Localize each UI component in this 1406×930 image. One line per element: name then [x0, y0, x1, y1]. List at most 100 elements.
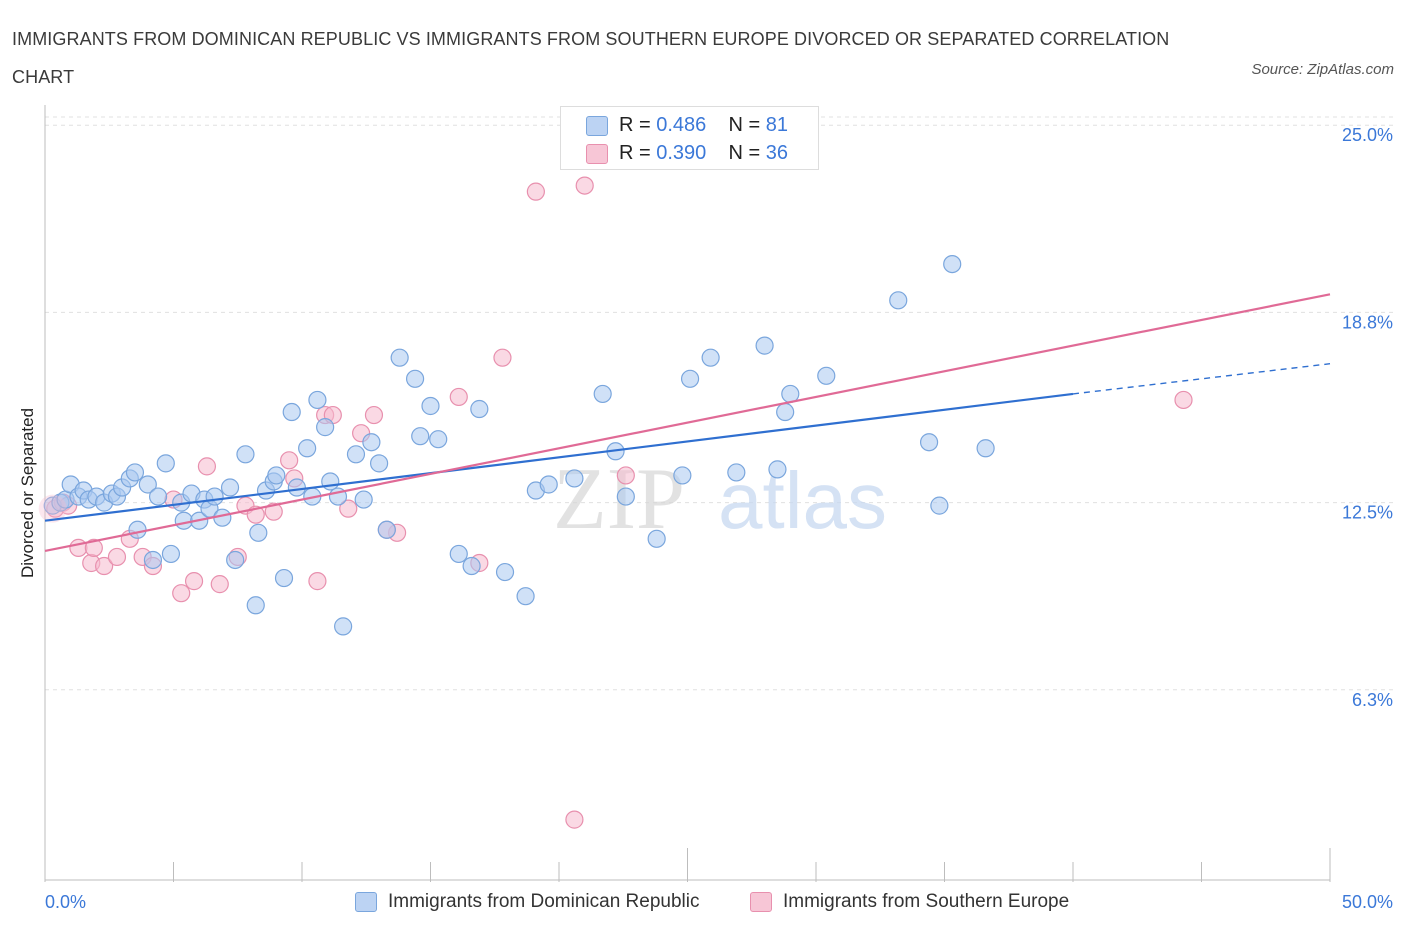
point-dominican	[274, 568, 294, 588]
point-southern-europe	[526, 182, 545, 201]
legend-swatch-pink	[586, 144, 608, 164]
legend-swatch-pink	[750, 892, 772, 912]
point-southern-europe	[172, 584, 191, 603]
legend-label: Immigrants from Dominican Republic	[388, 891, 700, 912]
point-dominican	[919, 433, 939, 452]
point-southern-europe	[575, 176, 594, 195]
point-dominican	[930, 496, 949, 515]
point-southern-europe	[364, 405, 384, 425]
point-dominican	[449, 544, 468, 564]
point-dominican	[429, 430, 448, 449]
x-tick-label: 50.0%	[1342, 892, 1393, 912]
point-dominican	[516, 587, 535, 606]
point-dominican	[768, 460, 787, 479]
chart-title: IMMIGRANTS FROM DOMINICAN REPUBLIC VS IM…	[12, 29, 1170, 87]
point-dominican	[727, 463, 746, 482]
point-dominican	[362, 433, 381, 452]
point-southern-europe	[565, 810, 584, 829]
y-tick-label: 12.5%	[1342, 503, 1393, 523]
legend-n-label: N =	[728, 114, 766, 136]
point-dominican	[282, 402, 301, 422]
point-southern-europe	[308, 572, 327, 591]
point-dominican	[346, 445, 366, 464]
point-southern-europe	[84, 538, 103, 557]
point-dominican	[316, 418, 335, 437]
point-southern-europe	[264, 502, 283, 521]
point-southern-europe	[95, 556, 114, 576]
watermark: ZIP atlas	[553, 451, 887, 548]
point-dominican	[390, 348, 409, 367]
point-dominican	[462, 556, 481, 576]
point-dominican	[647, 529, 666, 548]
point-dominican	[680, 369, 700, 388]
legend-r-value: 0.486	[656, 114, 707, 136]
point-dominican	[205, 487, 224, 506]
point-dominican	[249, 523, 268, 542]
point-southern-europe	[616, 466, 635, 485]
y-tick-label: 18.8%	[1342, 312, 1393, 332]
point-dominican	[143, 550, 163, 570]
y-tick-label: 25.0%	[1342, 125, 1393, 145]
point-southern-europe	[197, 457, 217, 476]
point-dominican	[565, 469, 584, 488]
point-dominican	[148, 487, 168, 506]
point-dominican	[308, 390, 327, 410]
x-tick-label: 0.0%	[45, 892, 86, 912]
tick-labels: 6.3% 12.5% 18.8% 25.0% 0.0% 50.0%	[45, 125, 1393, 912]
point-dominican	[125, 463, 145, 482]
legend-n-value: 36	[765, 142, 789, 164]
point-dominican	[495, 562, 515, 582]
point-dominican	[755, 336, 774, 355]
y-axis-label: Divorced or Separated	[18, 408, 37, 578]
series-legend: Immigrants from Dominican Republic Immig…	[0, 888, 1406, 916]
point-dominican	[616, 487, 635, 506]
point-dominican	[226, 550, 245, 570]
point-dominican	[287, 478, 306, 497]
correlation-legend: R = 0.486 N = 81 R = 0.390 N = 36	[560, 106, 819, 170]
trendline-dominican-extension	[1072, 363, 1331, 395]
point-dominican	[411, 427, 430, 446]
point-dominican	[138, 475, 157, 494]
point-southern-europe	[107, 547, 127, 567]
point-southern-europe	[449, 387, 468, 407]
point-southern-europe	[493, 348, 512, 367]
point-southern-europe	[210, 575, 229, 594]
legend-swatch-blue	[355, 892, 377, 912]
point-dominican	[370, 454, 389, 473]
point-dominican	[673, 466, 692, 485]
y-tick-label: 6.3%	[1352, 690, 1393, 710]
point-dominican	[593, 384, 612, 404]
point-dominican	[156, 454, 175, 473]
point-dominican	[298, 439, 317, 458]
point-dominican	[354, 490, 373, 509]
legend-n-label: N =	[728, 142, 766, 164]
point-dominican	[321, 472, 340, 491]
point-dominican	[161, 544, 181, 564]
point-dominican	[267, 466, 286, 485]
trendline-southern-europe	[44, 293, 1331, 552]
point-dominican	[377, 520, 396, 539]
point-dominican	[128, 520, 147, 539]
point-dominican	[220, 478, 240, 497]
axes	[44, 105, 1331, 882]
legend-r-label: R =	[619, 142, 657, 164]
legend-label: Immigrants from Southern Europe	[783, 891, 1070, 912]
point-southern-europe	[339, 499, 358, 518]
point-dominican	[405, 369, 425, 388]
point-southern-europe	[1174, 390, 1193, 410]
point-dominican	[174, 511, 193, 530]
source-label: Source: ZipAtlas.com	[1251, 61, 1394, 78]
legend-r-value: 0.390	[656, 142, 707, 164]
point-dominican	[539, 475, 558, 494]
point-dominican	[889, 291, 908, 310]
point-dominican	[470, 399, 489, 419]
point-dominican	[776, 402, 795, 422]
point-dominican	[943, 254, 962, 274]
point-southern-europe	[280, 451, 299, 470]
point-cluster	[38, 494, 67, 523]
legend-swatch-blue	[586, 116, 608, 136]
point-dominican	[421, 396, 440, 416]
point-dominican	[701, 348, 720, 367]
point-dominican	[334, 617, 353, 636]
